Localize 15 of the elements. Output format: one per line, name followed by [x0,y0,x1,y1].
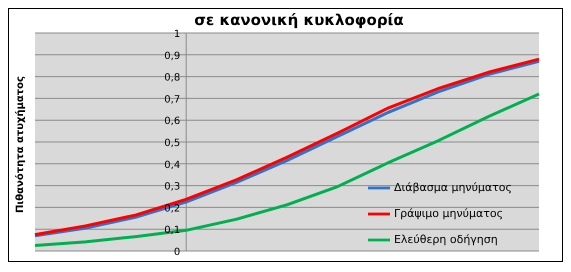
y-tick-label: 0,6 [164,116,180,128]
legend-label: Διάβασμα μηνύματος [394,181,512,194]
y-tick-label: 0 [174,247,180,258]
y-tick-label: 0,8 [164,72,180,84]
y-axis-title: Πιθανότητα ατυχήματος [14,76,26,212]
chart-title: σε κανονική κυκλοφορία [194,11,404,29]
y-tick-label: 1 [174,29,180,40]
legend-label: Γράψιμο μηνύματος [394,207,504,220]
y-tick-label: 0,4 [164,160,180,171]
line-series [34,92,540,248]
y-tick-label: 0,9 [164,50,180,62]
legend-label: Ελεύθερη οδήγηση [394,233,498,246]
y-tick-label: 0,7 [164,94,180,106]
y-tick-label: 0,3 [164,182,180,193]
y-tick-label: 0,5 [164,138,180,149]
